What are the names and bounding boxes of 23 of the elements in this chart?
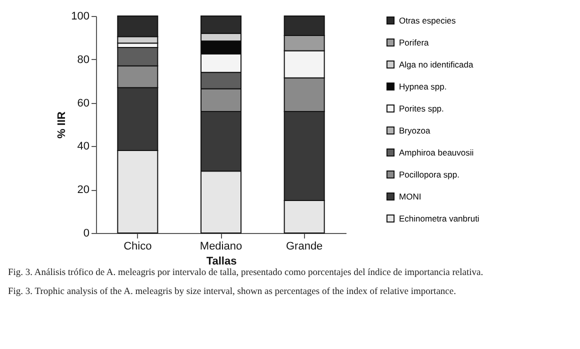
caption: Fig. 3. Análisis trófico de A. meleagris por intervalo de talla, presentado como porcentajes del índice de importancia relativa. [8, 268, 484, 278]
y-tick-label: 80 [77, 54, 90, 66]
legend-label: Bryozoa [399, 126, 430, 136]
legend-label: Alga no identificada [399, 60, 474, 70]
legend-label: Hypnea spp. [399, 82, 447, 92]
legend-label: Pocillopora spp. [399, 170, 460, 180]
legend-label: MONI [399, 192, 422, 202]
y-axis-title: % IIR [56, 112, 68, 138]
y-tick-label: 0 [83, 228, 90, 240]
legend-label: Echinometra vanbruti [399, 214, 480, 224]
x-axis-title: Tallas [206, 256, 237, 268]
y-tick-label: 20 [77, 184, 90, 196]
caption: Fig. 3. Trophic analysis of the A. meleagris by size interval, shown as percentages of the index of relative importance. [8, 287, 457, 297]
legend-label: Porifera [399, 38, 430, 48]
legend-label: Otras especies [399, 16, 456, 26]
y-tick-label: 60 [77, 97, 90, 110]
x-tick-label: Grande [286, 240, 323, 252]
y-tick-label: 100 [71, 10, 90, 22]
x-tick-label: Mediano [200, 240, 242, 252]
x-tick-label: Chico [124, 240, 152, 252]
legend-label: Amphiroa beauvosii [399, 148, 474, 158]
y-tick-label: 40 [77, 140, 90, 153]
legend-label: Porites spp. [399, 104, 444, 114]
